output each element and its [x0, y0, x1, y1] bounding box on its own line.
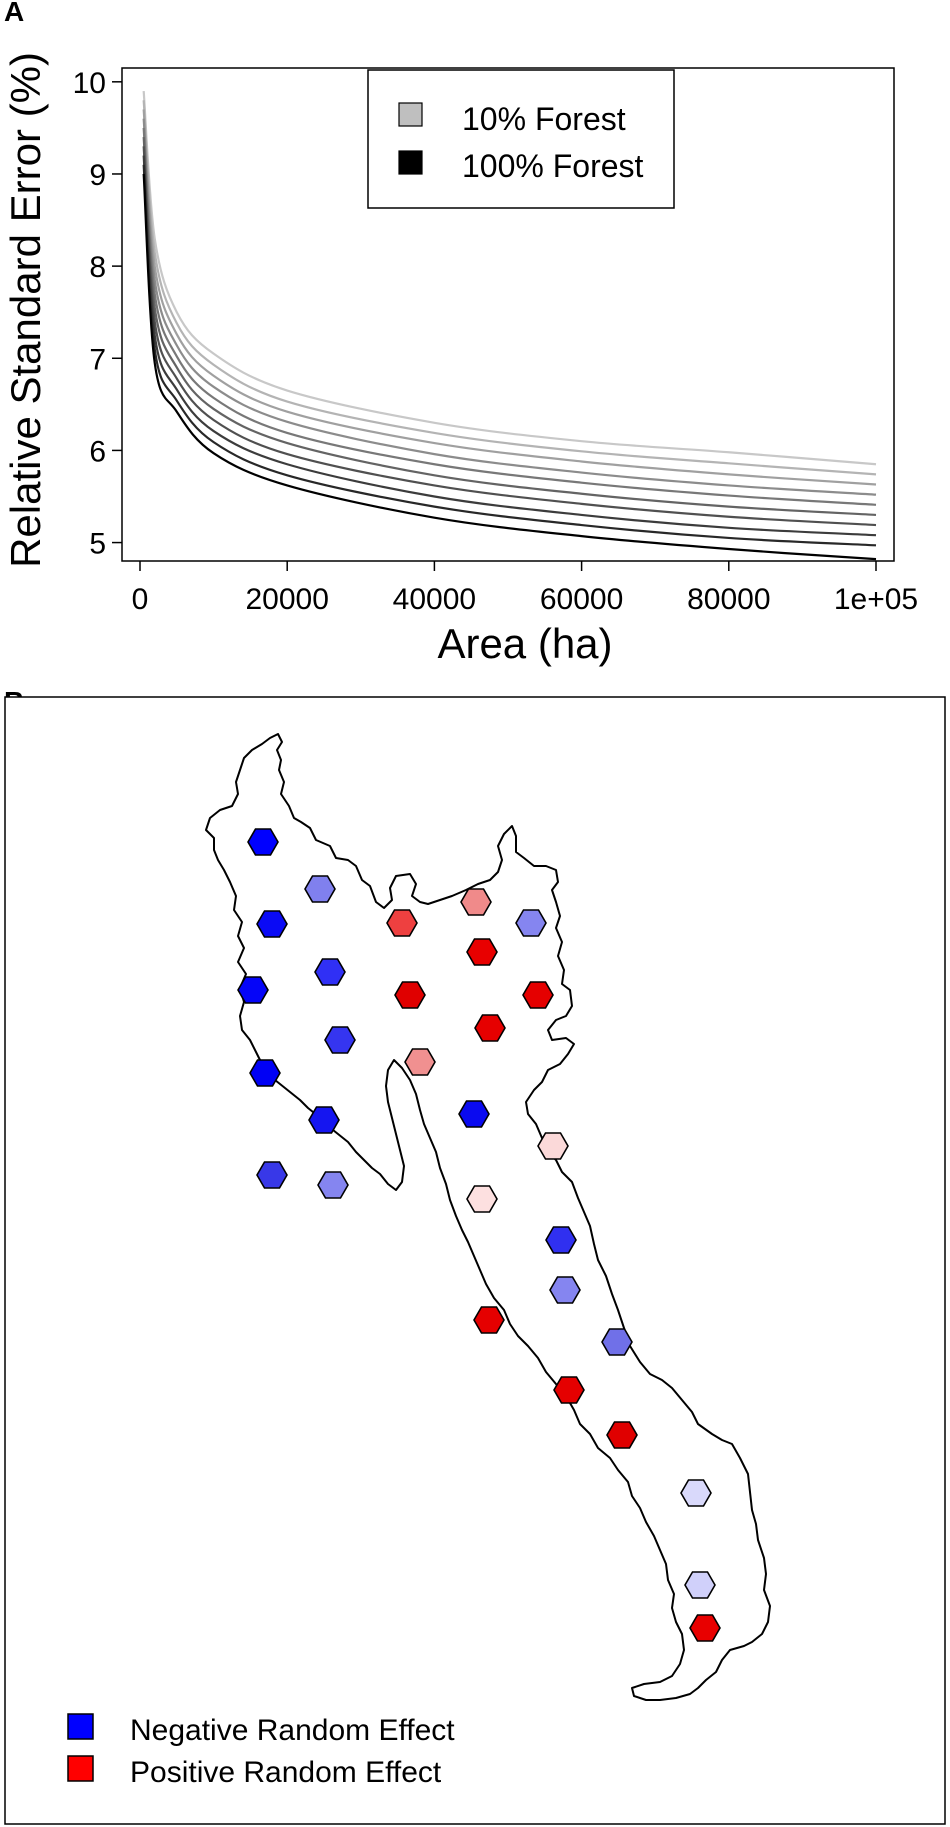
hexagon-9 — [394, 981, 426, 1009]
hexagon-0 — [247, 828, 279, 856]
hexagon-3 — [386, 909, 418, 937]
series-line-6 — [142, 146, 877, 527]
y-tick-label-3: 8 — [89, 251, 106, 284]
legend-a-frame — [367, 69, 675, 209]
random-effect-map: Negative Random Effect Positive Random E… — [4, 696, 946, 1825]
x-tick-label-3: 60000 — [540, 583, 623, 616]
series-line-9 — [142, 173, 877, 561]
hexagon-4 — [460, 888, 492, 916]
plot-frame — [121, 67, 895, 562]
hexagon-10 — [522, 981, 554, 1009]
series-line-4 — [142, 127, 877, 506]
series-line-7 — [142, 155, 877, 537]
series-line-2 — [142, 109, 877, 486]
region-outline — [205, 733, 771, 1701]
y-tick-label-0: 5 — [89, 528, 106, 561]
hexagon-11 — [474, 1014, 506, 1042]
hexagon-19 — [317, 1171, 349, 1199]
panel-label-a: A — [4, 0, 25, 27]
y-axis-ticks: 5 6 7 8 9 10 — [73, 67, 122, 561]
legend-b-swatch-positive — [67, 1755, 94, 1782]
legend-b-label-negative: Negative Random Effect — [130, 1714, 455, 1747]
hexagon-13 — [249, 1059, 281, 1087]
hexagon-29 — [689, 1614, 721, 1642]
x-axis-title: Area (ha) — [437, 620, 612, 667]
hexagon-2 — [256, 910, 288, 938]
y-axis-title: Relative Standard Error (%) — [2, 52, 49, 568]
hexagon-27 — [680, 1479, 712, 1507]
x-tick-label-4: 80000 — [687, 583, 770, 616]
y-tick-label-2: 7 — [89, 343, 106, 376]
legend-b-swatch-negative — [67, 1713, 94, 1740]
plot-area — [142, 90, 877, 561]
hexagon-21 — [545, 1226, 577, 1254]
legend-a-label-light: 10% Forest — [462, 101, 626, 137]
legend-b: Negative Random Effect Positive Random E… — [67, 1713, 455, 1789]
y-tick-label-4: 9 — [89, 159, 106, 192]
series-line-8 — [142, 164, 877, 547]
hexagon-28 — [684, 1571, 716, 1599]
series-line-3 — [142, 118, 877, 496]
rse-line-chart: 0 20000 40000 60000 80000 1e+05 5 6 7 8 9 10 Area … — [2, 52, 918, 667]
legend-a-swatch-light — [398, 102, 423, 127]
hexagon-20 — [466, 1185, 498, 1213]
hexagon-12 — [324, 1026, 356, 1054]
y-tick-label-5: 10 — [73, 67, 106, 100]
hexagon-1 — [304, 875, 336, 903]
hexagon-8 — [237, 976, 269, 1004]
x-axis-ticks: 0 20000 40000 60000 80000 1e+05 — [132, 561, 918, 616]
hexagon-grid — [237, 828, 721, 1642]
hexagon-18 — [537, 1132, 569, 1160]
x-tick-label-0: 0 — [132, 583, 149, 616]
hexagon-26 — [606, 1421, 638, 1449]
y-tick-label-1: 6 — [89, 435, 106, 468]
hexagon-14 — [404, 1048, 436, 1076]
series-line-5 — [142, 137, 877, 517]
hexagon-24 — [601, 1328, 633, 1356]
legend-a-label-dark: 100% Forest — [462, 148, 644, 184]
x-tick-label-2: 40000 — [393, 583, 476, 616]
hexagon-6 — [314, 958, 346, 986]
x-tick-label-5: 1e+05 — [834, 583, 918, 616]
hexagon-15 — [308, 1106, 340, 1134]
hexagon-17 — [458, 1100, 490, 1128]
hexagon-16 — [256, 1161, 288, 1189]
x-tick-label-1: 20000 — [245, 583, 328, 616]
legend-b-label-positive: Positive Random Effect — [130, 1756, 442, 1789]
hexagon-22 — [473, 1306, 505, 1334]
hexagon-5 — [515, 909, 547, 937]
legend-a: 10% Forest 100% Forest — [367, 69, 675, 209]
series-line-0 — [142, 90, 877, 466]
hexagon-25 — [553, 1376, 585, 1404]
hexagon-23 — [549, 1276, 581, 1304]
legend-a-swatch-dark — [398, 150, 423, 175]
hexagon-7 — [466, 938, 498, 966]
series-line-1 — [142, 100, 877, 476]
